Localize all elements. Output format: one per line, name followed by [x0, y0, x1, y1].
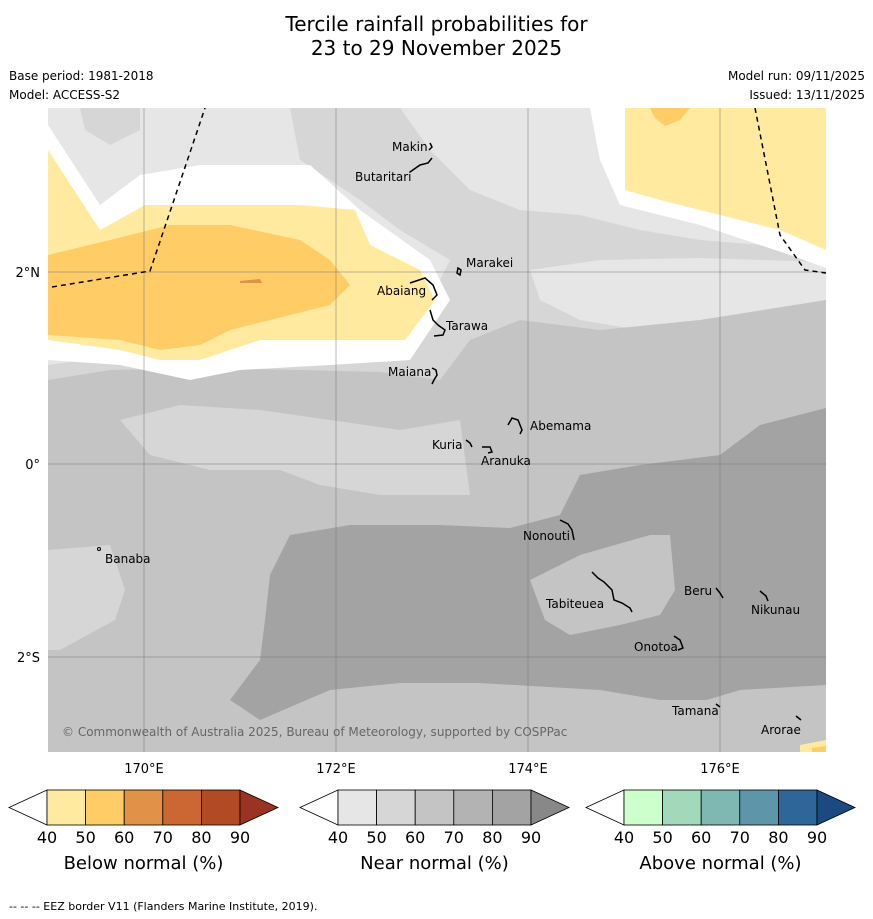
- eez-borders: [51, 108, 826, 288]
- place-label: Nikunau: [751, 603, 800, 617]
- base-period: Base period: 1981-2018: [9, 69, 154, 83]
- place-label: Butaritari: [355, 170, 412, 184]
- colorbar-segment: [778, 789, 818, 826]
- region-below-70: [240, 279, 262, 283]
- colorbar-title: Below normal (%): [63, 853, 224, 874]
- place-label: Abemama: [530, 419, 591, 433]
- colorbar-tick-label: 70: [443, 828, 464, 847]
- region-near-60d: [120, 405, 470, 495]
- eez-footnote: -- -- -- EEZ border V11 (Flanders Marine…: [9, 900, 318, 913]
- place-label: Kuria: [432, 438, 463, 452]
- colorbar-tick-label: 60: [691, 828, 712, 847]
- lon-label-176: 176°E: [700, 762, 740, 777]
- region-near-70c: [640, 700, 826, 752]
- lon-label-174: 174°E: [508, 762, 548, 777]
- colorbars: [8, 789, 856, 826]
- banaba-outline: [97, 547, 101, 551]
- colorbar-extend-low: [299, 789, 339, 826]
- region-below-60b: [650, 108, 690, 126]
- copyright-text: © Commonwealth of Australia 2025, Bureau…: [62, 725, 567, 739]
- place-label: Aranuka: [481, 454, 531, 468]
- colorbar-tick-label: 70: [152, 828, 173, 847]
- colorbar-segment: [200, 789, 241, 826]
- place-label: Maiana: [388, 365, 431, 379]
- place-label: Tabiteuea: [545, 597, 604, 611]
- colorbar-tick-label: 50: [366, 828, 387, 847]
- place-label: Nonouti: [523, 529, 570, 543]
- colorbar-extend-low: [8, 789, 48, 826]
- colorbar-segment: [623, 789, 663, 826]
- colorbar-segment: [414, 789, 455, 826]
- colorbar-tick-label: 50: [75, 828, 96, 847]
- gridlines: [48, 108, 826, 752]
- region-near-60b: [80, 108, 140, 145]
- colorbar-segment: [491, 789, 532, 826]
- island-outlines: [409, 142, 802, 721]
- title-line-2: 23 to 29 November 2025: [310, 36, 563, 60]
- colorbar-segment: [376, 789, 416, 826]
- colorbar-tick-label: 80: [482, 828, 503, 847]
- colorbar-segment: [453, 789, 493, 826]
- colorbar-segment: [46, 789, 86, 826]
- meta-left: Base period: 1981-2018 Model: ACCESS-S2: [9, 69, 154, 107]
- colorbar-extend-low: [585, 789, 625, 826]
- colorbar-tick-label: 40: [327, 828, 349, 847]
- colorbar-title: Near normal (%): [360, 853, 509, 874]
- lat-label-0: 0°: [25, 458, 40, 473]
- colorbar-tick-label: 60: [114, 828, 135, 847]
- colorbar-extend-high: [816, 789, 856, 826]
- place-label: Arorae: [761, 723, 801, 737]
- place-label: Tarawa: [445, 319, 488, 333]
- colorbar-tick-label: 80: [768, 828, 789, 847]
- colorbar-tick-label: 90: [520, 828, 542, 847]
- place-label: Banaba: [105, 552, 151, 566]
- place-label: Makin: [392, 140, 428, 154]
- colorbar-segment: [85, 789, 125, 826]
- meta-right: Model run: 09/11/2025 Issued: 13/11/2025: [728, 69, 865, 107]
- colorbar-segment: [739, 789, 779, 826]
- colorbar-extend-high: [530, 789, 570, 826]
- lat-label-2n: 2°N: [16, 266, 41, 281]
- region-below-60c: [812, 746, 826, 752]
- colorbar-extend-high: [239, 789, 279, 826]
- colorbar-tick-label: 60: [405, 828, 426, 847]
- lon-label-170: 170°E: [124, 762, 164, 777]
- map-title: Tercile rainfall probabilities for 23 to…: [0, 12, 873, 60]
- lat-label-2s: 2°S: [17, 651, 40, 666]
- model-name: Model: ACCESS-S2: [9, 88, 121, 102]
- colorbar-segment: [162, 789, 202, 826]
- colorbar-segment: [337, 789, 377, 826]
- colorbar-tick-label: 80: [191, 828, 212, 847]
- colorbar-tick-label: 90: [229, 828, 251, 847]
- colorbar-tick-label: 90: [806, 828, 828, 847]
- region-near-60e: [48, 545, 125, 650]
- colorbar-tick-label: 40: [613, 828, 635, 847]
- colorbar-tick-label: 70: [729, 828, 750, 847]
- colorbar-segment: [700, 789, 741, 826]
- colorbar-segment: [123, 789, 164, 826]
- place-label: Marakei: [466, 256, 513, 270]
- map-plot-area: [48, 108, 826, 752]
- title-line-1: Tercile rainfall probabilities for: [285, 12, 588, 36]
- model-run: Model run: 09/11/2025: [727, 69, 865, 83]
- lon-label-172: 172°E: [316, 762, 356, 777]
- place-label: Onotoa: [634, 640, 678, 654]
- colorbar-tick-label: 50: [652, 828, 673, 847]
- region-below-60: [48, 225, 350, 350]
- colorbar-title: Above normal (%): [639, 853, 802, 874]
- issued-date: Issued: 13/11/2025: [749, 88, 865, 102]
- region-near-70b: [530, 535, 675, 635]
- place-label: Beru: [684, 584, 712, 598]
- place-label: Abaiang: [377, 284, 426, 298]
- colorbar-segment: [662, 789, 702, 826]
- colorbar-tick-label: 40: [36, 828, 58, 847]
- place-label: Tamana: [671, 704, 719, 718]
